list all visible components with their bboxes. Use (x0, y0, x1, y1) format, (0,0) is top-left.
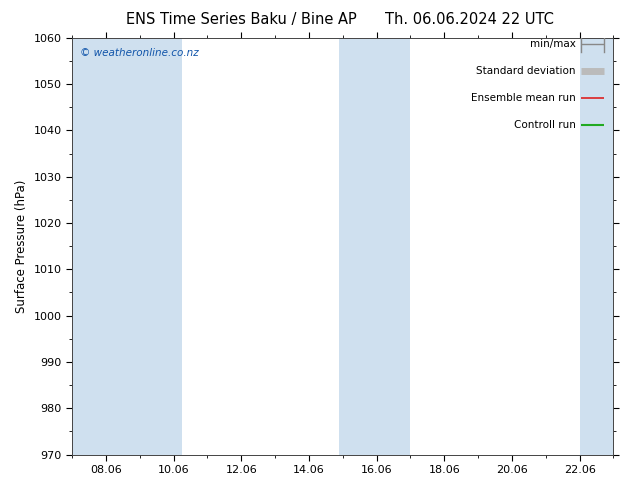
Text: ENS Time Series Baku / Bine AP: ENS Time Series Baku / Bine AP (126, 12, 356, 27)
Bar (381, 38, 410, 455)
Text: Th. 06.06.2024 22 UTC: Th. 06.06.2024 22 UTC (385, 12, 553, 27)
Text: Standard deviation: Standard deviation (476, 66, 576, 76)
Bar (72, 38, 139, 455)
Text: Controll run: Controll run (514, 120, 576, 130)
Y-axis label: Surface Pressure (hPa): Surface Pressure (hPa) (15, 179, 28, 313)
Text: Ensemble mean run: Ensemble mean run (471, 93, 576, 103)
Bar (579, 38, 614, 455)
Bar (339, 38, 381, 455)
Text: min/max: min/max (529, 39, 576, 49)
Text: © weatheronline.co.nz: © weatheronline.co.nz (81, 48, 199, 58)
Bar (139, 38, 182, 455)
